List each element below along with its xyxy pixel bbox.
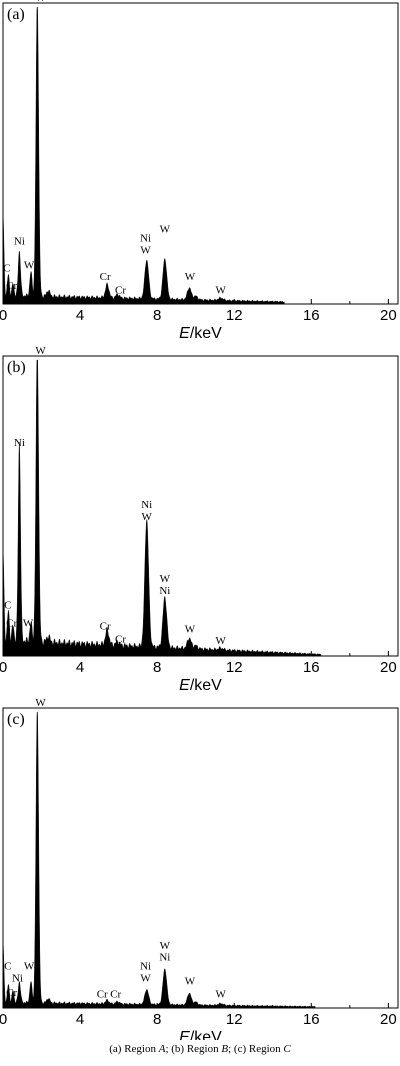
peak-annotation: Cr [115,285,126,297]
peak-annotation: Cr [100,271,111,283]
spectrum-area [2,711,316,1009]
x-tick-label: 16 [303,1011,320,1028]
panel-label: (b) [7,359,26,376]
spectrum-area [2,359,322,657]
peak-annotation: W [185,975,196,987]
caption-part-a: (a) Region [109,1043,159,1055]
x-tick-label: 20 [380,659,397,676]
x-tick-label: 8 [153,307,161,324]
peak-annotation: Ni [12,972,23,984]
x-tick-label: 16 [303,307,320,324]
peak-annotation: Ni [141,499,152,511]
x-axis-label: E/keV [179,325,222,342]
x-tick-label: 12 [226,659,243,676]
caption-region-c: C [283,1043,291,1055]
x-tick-label: 20 [380,1011,397,1028]
x-tick-label: 8 [153,659,161,676]
peak-annotation: C [4,961,11,973]
plot-frame [2,707,399,1009]
peak-annotation: Cr [110,989,121,1001]
peak-annotation: Ni [159,952,170,964]
figure-caption: (a) Region A; (b) Region B; (c) Region C [0,1043,400,1055]
peak-annotation: Cr [100,620,111,632]
caption-part-c: ; (c) Region [228,1043,284,1055]
x-tick-label: 4 [76,1011,84,1028]
peak-annotation: Ni [159,585,170,597]
peak-annotation: W [185,271,196,283]
x-tick-label: 16 [303,659,320,676]
peak-annotation: W [35,345,46,357]
peak-annotation: Cr [6,617,17,629]
peak-annotation: Cr [97,989,108,1001]
peak-annotation: W [216,635,227,647]
peak-annotation: W [160,224,171,236]
peak-annotation: Ni [140,233,151,245]
x-axis-label: E/keV [179,677,222,694]
peak-annotation: W [140,972,151,984]
eds-figure: 048121620E/keV(a)WNiCCrWCrCrNiWWWW048121… [0,0,399,1040]
peak-annotation: C [4,600,11,612]
x-tick-label: 0 [0,659,7,676]
peak-annotation: W [160,940,171,952]
peak-annotation: W [140,245,151,257]
caption-part-b: ; (b) Region [165,1043,222,1055]
peak-annotation: W [35,0,46,4]
peak-annotation: W [142,511,153,523]
peak-annotation: Cr [115,634,126,646]
x-tick-label: 4 [76,307,84,324]
peak-annotation: W [35,697,46,709]
peak-annotation: W [216,285,227,297]
peak-annotation: Ni [14,236,25,248]
panel-label: (a) [7,6,25,23]
caption-region-a: A [158,1043,166,1055]
peak-annotation: W [216,989,227,1001]
plot-frame [2,355,399,657]
peak-annotation: W [185,623,196,635]
peak-annotation: W [160,573,171,585]
peak-annotation: Ni [140,961,151,973]
peak-annotation: W [24,961,35,973]
x-tick-label: 0 [0,1011,7,1028]
x-tick-label: 12 [226,307,243,324]
plot-frame [2,2,399,305]
x-tick-label: 12 [226,1011,243,1028]
caption-region-b: B [221,1043,229,1055]
peak-annotation: W [23,617,34,629]
spectrum-area [2,6,285,305]
x-tick-label: 4 [76,659,84,676]
x-tick-label: 8 [153,1011,161,1028]
peak-annotation: C [3,262,10,274]
peak-annotation: W [24,259,35,271]
peak-annotation: Cr [6,987,17,999]
x-tick-label: 20 [380,307,397,324]
panel-label: (c) [7,711,25,728]
x-axis-label: E/keV [179,1029,222,1040]
peak-annotation: Cr [6,280,17,292]
x-tick-label: 0 [0,307,7,324]
peak-annotation: Ni [14,437,25,449]
